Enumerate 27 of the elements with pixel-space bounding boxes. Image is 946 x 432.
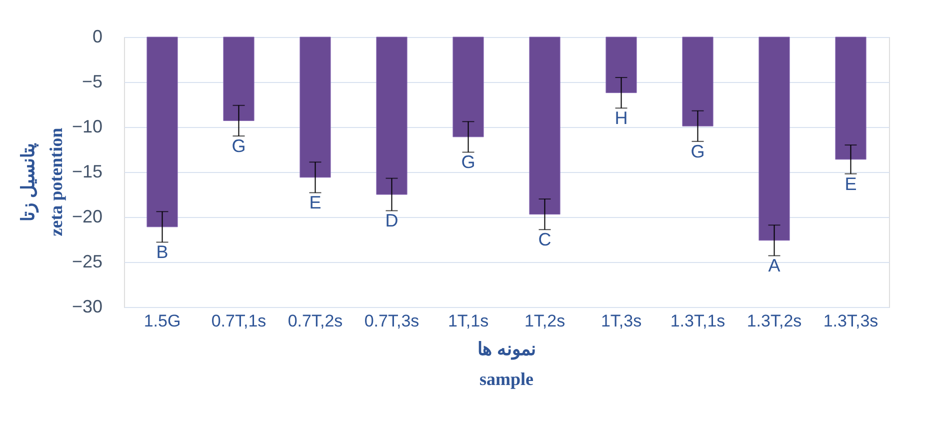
x-tick-label: 1.3T,1s — [670, 312, 726, 330]
x-tick-label: 0.7T,1s — [211, 312, 266, 330]
annotation: G — [690, 141, 705, 162]
y-tick-label: −20 — [72, 206, 102, 226]
annotation: G — [232, 136, 246, 156]
x-tick-label: 1T,1s — [448, 312, 489, 330]
x-tick-label: 1T,2s — [524, 312, 566, 330]
annotation: B — [156, 242, 168, 262]
annotation: C — [538, 230, 552, 250]
annotation: E — [309, 192, 322, 213]
annotation: G — [461, 152, 476, 172]
x-tick-label: 1T,3s — [600, 312, 642, 330]
x-tick-label: 1.3T,2s — [746, 312, 802, 330]
y-tick-label: −25 — [72, 252, 102, 272]
annotation: D — [385, 210, 398, 231]
y-tick-label: −10 — [72, 116, 102, 136]
y-tick-label: 0 — [92, 26, 102, 46]
y-tick-label: −5 — [82, 72, 102, 92]
x-tick-label: 1.3T,3s — [823, 312, 878, 330]
annotation: E — [844, 174, 857, 194]
y-tick-label: −30 — [72, 296, 102, 316]
x-tick-label: 0.7T,2s — [288, 312, 343, 330]
x-tick-label: 0.7T,3s — [364, 312, 420, 330]
annotation: A — [768, 256, 780, 276]
x-tick-label: 1.5G — [144, 312, 181, 330]
y-tick-label: −15 — [72, 162, 102, 182]
annotation: H — [614, 108, 628, 128]
